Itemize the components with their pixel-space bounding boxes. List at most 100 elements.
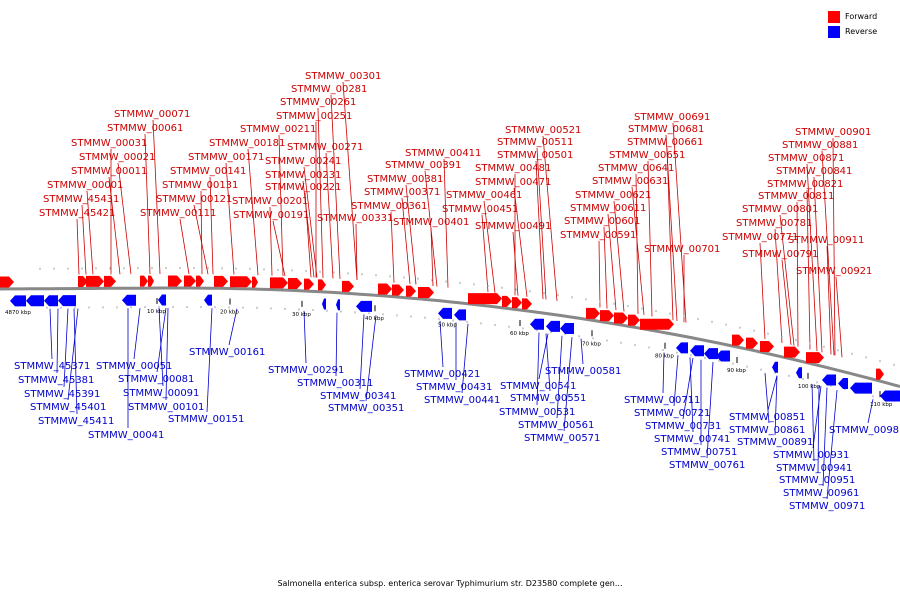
- reverse-gene-arrow: [716, 350, 730, 362]
- reverse-gene-arrow: [454, 309, 466, 321]
- forward-gene-label: STMMW_00241: [265, 156, 341, 167]
- forward-gene-label: STMMW_00131: [162, 180, 238, 191]
- leader-line: [826, 245, 832, 355]
- reverse-gene-arrow: [796, 367, 802, 379]
- reverse-gene-arrow: [10, 295, 26, 307]
- forward-leader-lines: [76, 81, 843, 358]
- tick-label: 40 kbp: [365, 316, 384, 322]
- tick-label: 60 kbp: [510, 331, 529, 337]
- leader-line: [73, 308, 78, 415]
- forward-gene-label: STMMW_00261: [280, 97, 356, 108]
- leader-line: [832, 137, 836, 356]
- reverse-gene-arrow: [704, 348, 718, 360]
- legend: Forward Reverse: [828, 9, 890, 39]
- leader-line: [767, 375, 778, 411]
- forward-gene-label: STMMW_00361: [351, 201, 427, 212]
- forward-gene-label: STMMW_00821: [767, 179, 843, 190]
- reverse-gene-label: STMMW_45401: [30, 402, 106, 413]
- forward-gene-label: STMMW_00701: [644, 244, 720, 255]
- reverse-gene-label: STMMW_00981: [829, 425, 900, 436]
- reverse-gene-label: STMMW_45411: [38, 416, 114, 427]
- reverse-gene-label: STMMW_00101: [128, 402, 204, 413]
- leader-line: [647, 160, 653, 317]
- forward-gene-arrow: [512, 297, 522, 309]
- forward-gene-label: STMMW_00281: [291, 84, 367, 95]
- forward-gene-arrow: [104, 275, 116, 287]
- forward-gene-arrow: [806, 352, 824, 364]
- forward-gene-arrow: [78, 276, 88, 288]
- leader-line: [325, 152, 334, 279]
- legend-forward: Forward: [828, 9, 890, 24]
- reverse-gene-label: STMMW_00541: [500, 381, 576, 392]
- leader-line: [278, 134, 284, 277]
- tick-label: 90 kbp: [727, 368, 746, 374]
- tick-label: 30 kbp: [292, 312, 311, 318]
- forward-gene-arrow: [230, 276, 252, 288]
- forward-gene-label: STMMW_00011: [71, 166, 147, 177]
- forward-gene-label: STMMW_00681: [628, 124, 704, 135]
- leader-line: [631, 186, 645, 315]
- leader-line: [536, 147, 547, 300]
- leader-line: [535, 160, 544, 300]
- forward-gene-arrow: [522, 298, 532, 310]
- forward-gene-label: STMMW_00231: [265, 170, 341, 181]
- leader-line: [867, 399, 874, 424]
- forward-gene-label: STMMW_00921: [796, 266, 872, 277]
- reverse-gene-label: STMMW_00081: [118, 374, 194, 385]
- forward-gene-arrow: [214, 275, 228, 287]
- reverse-gene-arrow: [530, 318, 544, 330]
- forward-gene-label: STMMW_00301: [305, 71, 381, 82]
- leader-line: [225, 162, 235, 275]
- reverse-gene-arrow: [546, 320, 560, 332]
- reverse-gene-arrow: [880, 390, 900, 402]
- reverse-gene-label: STMMW_00721: [634, 408, 710, 419]
- reverse-gene-label: STMMW_00931: [773, 450, 849, 461]
- forward-gene-arrow: [406, 285, 416, 297]
- leader-line: [209, 176, 214, 275]
- reverse-gene-label: STMMW_00561: [518, 420, 594, 431]
- leader-line: [49, 308, 53, 360]
- leader-line: [272, 220, 286, 277]
- reverse-gene-arrow: [356, 300, 372, 312]
- reverse-gene-label: STMMW_00761: [669, 460, 745, 471]
- reverse-gene-label: STMMW_00531: [499, 407, 575, 418]
- forward-gene-label: STMMW_00621: [575, 190, 651, 201]
- forward-gene-arrow: [184, 275, 196, 287]
- forward-gene-arrow: [640, 318, 674, 330]
- forward-gene-label: STMMW_00631: [592, 176, 668, 187]
- leader-line: [228, 308, 238, 346]
- reverse-gene-label: STMMW_00441: [424, 395, 500, 406]
- reverse-gene-arrow: [438, 307, 452, 319]
- forward-gene-label: STMMW_00471: [475, 177, 551, 188]
- forward-gene-arrow: [600, 310, 614, 322]
- forward-gene-label: STMMW_00171: [188, 152, 264, 163]
- forward-gene-arrow: [86, 275, 104, 287]
- leader-line: [563, 337, 573, 432]
- leader-line: [179, 218, 190, 275]
- reverse-gene-label: STMMW_45381: [18, 375, 94, 386]
- forward-gene-label: STMMW_00001: [47, 180, 123, 191]
- reverse-gene-label: STMMW_00971: [789, 501, 865, 512]
- reverse-gene-label: STMMW_00571: [524, 433, 600, 444]
- leader-line: [355, 223, 358, 280]
- legend-reverse: Reverse: [828, 24, 890, 39]
- leader-line: [302, 180, 315, 278]
- leader-line: [342, 81, 358, 280]
- leader-line: [826, 389, 838, 500]
- forward-gene-label: STMMW_00791: [742, 249, 818, 260]
- reverse-gene-arrow: [838, 378, 848, 390]
- reverse-gene-label: STMMW_45391: [24, 389, 100, 400]
- forward-gene-arrow: [502, 295, 512, 307]
- leader-line: [817, 385, 820, 474]
- reverse-gene-arrow: [322, 298, 326, 310]
- reverse-gene-label: STMMW_00861: [729, 425, 805, 436]
- leader-line: [512, 231, 519, 296]
- reverse-gene-arrow: [158, 294, 166, 306]
- leader-line: [206, 308, 213, 413]
- forward-gene-label: STMMW_00411: [405, 148, 481, 159]
- forward-gene-arrow: [392, 284, 404, 296]
- forward-gene-arrow: [418, 286, 434, 298]
- forward-gene-label: STMMW_00641: [598, 163, 674, 174]
- forward-gene-label: STMMW_00381: [367, 174, 443, 185]
